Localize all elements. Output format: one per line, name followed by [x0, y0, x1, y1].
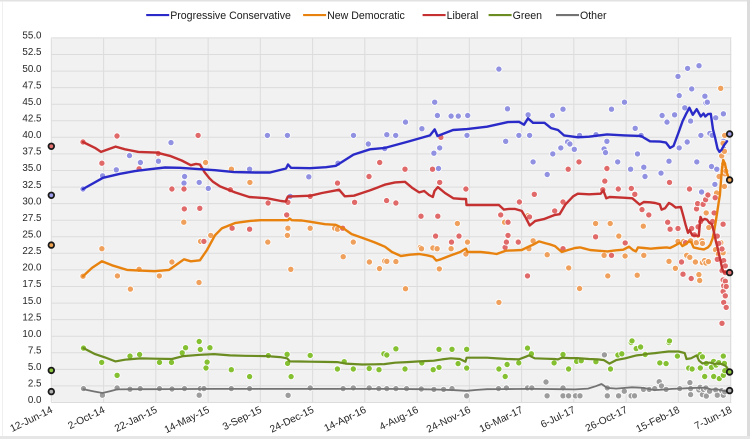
svg-text:30.0: 30.0: [22, 196, 42, 207]
svg-text:22.5: 22.5: [22, 246, 42, 257]
svg-text:Progressive Conservative: Progressive Conservative: [170, 10, 291, 22]
svg-text:5.0: 5.0: [28, 362, 42, 373]
svg-text:20.0: 20.0: [22, 263, 42, 274]
svg-text:17.5: 17.5: [22, 279, 42, 290]
svg-text:52.5: 52.5: [22, 47, 42, 58]
svg-text:Liberal: Liberal: [447, 10, 479, 22]
svg-text:Other: Other: [580, 10, 607, 22]
svg-text:37.5: 37.5: [22, 147, 42, 158]
svg-text:New Democratic: New Democratic: [327, 10, 405, 22]
svg-text:Green: Green: [513, 10, 543, 22]
svg-text:25.0: 25.0: [22, 230, 42, 241]
svg-text:35.0: 35.0: [22, 163, 42, 174]
svg-text:40.0: 40.0: [22, 130, 42, 141]
svg-text:15.0: 15.0: [22, 296, 42, 307]
svg-text:55.0: 55.0: [22, 31, 42, 42]
svg-text:45.0: 45.0: [22, 97, 42, 108]
svg-text:2.5: 2.5: [28, 379, 42, 390]
svg-text:32.5: 32.5: [22, 180, 42, 191]
svg-text:42.5: 42.5: [22, 114, 42, 125]
svg-text:0.0: 0.0: [28, 395, 42, 406]
svg-text:47.5: 47.5: [22, 80, 42, 91]
svg-text:10.0: 10.0: [22, 329, 42, 340]
svg-text:27.5: 27.5: [22, 213, 42, 224]
svg-text:12.5: 12.5: [22, 312, 42, 323]
svg-text:7.5: 7.5: [28, 346, 42, 357]
svg-text:50.0: 50.0: [22, 64, 42, 75]
